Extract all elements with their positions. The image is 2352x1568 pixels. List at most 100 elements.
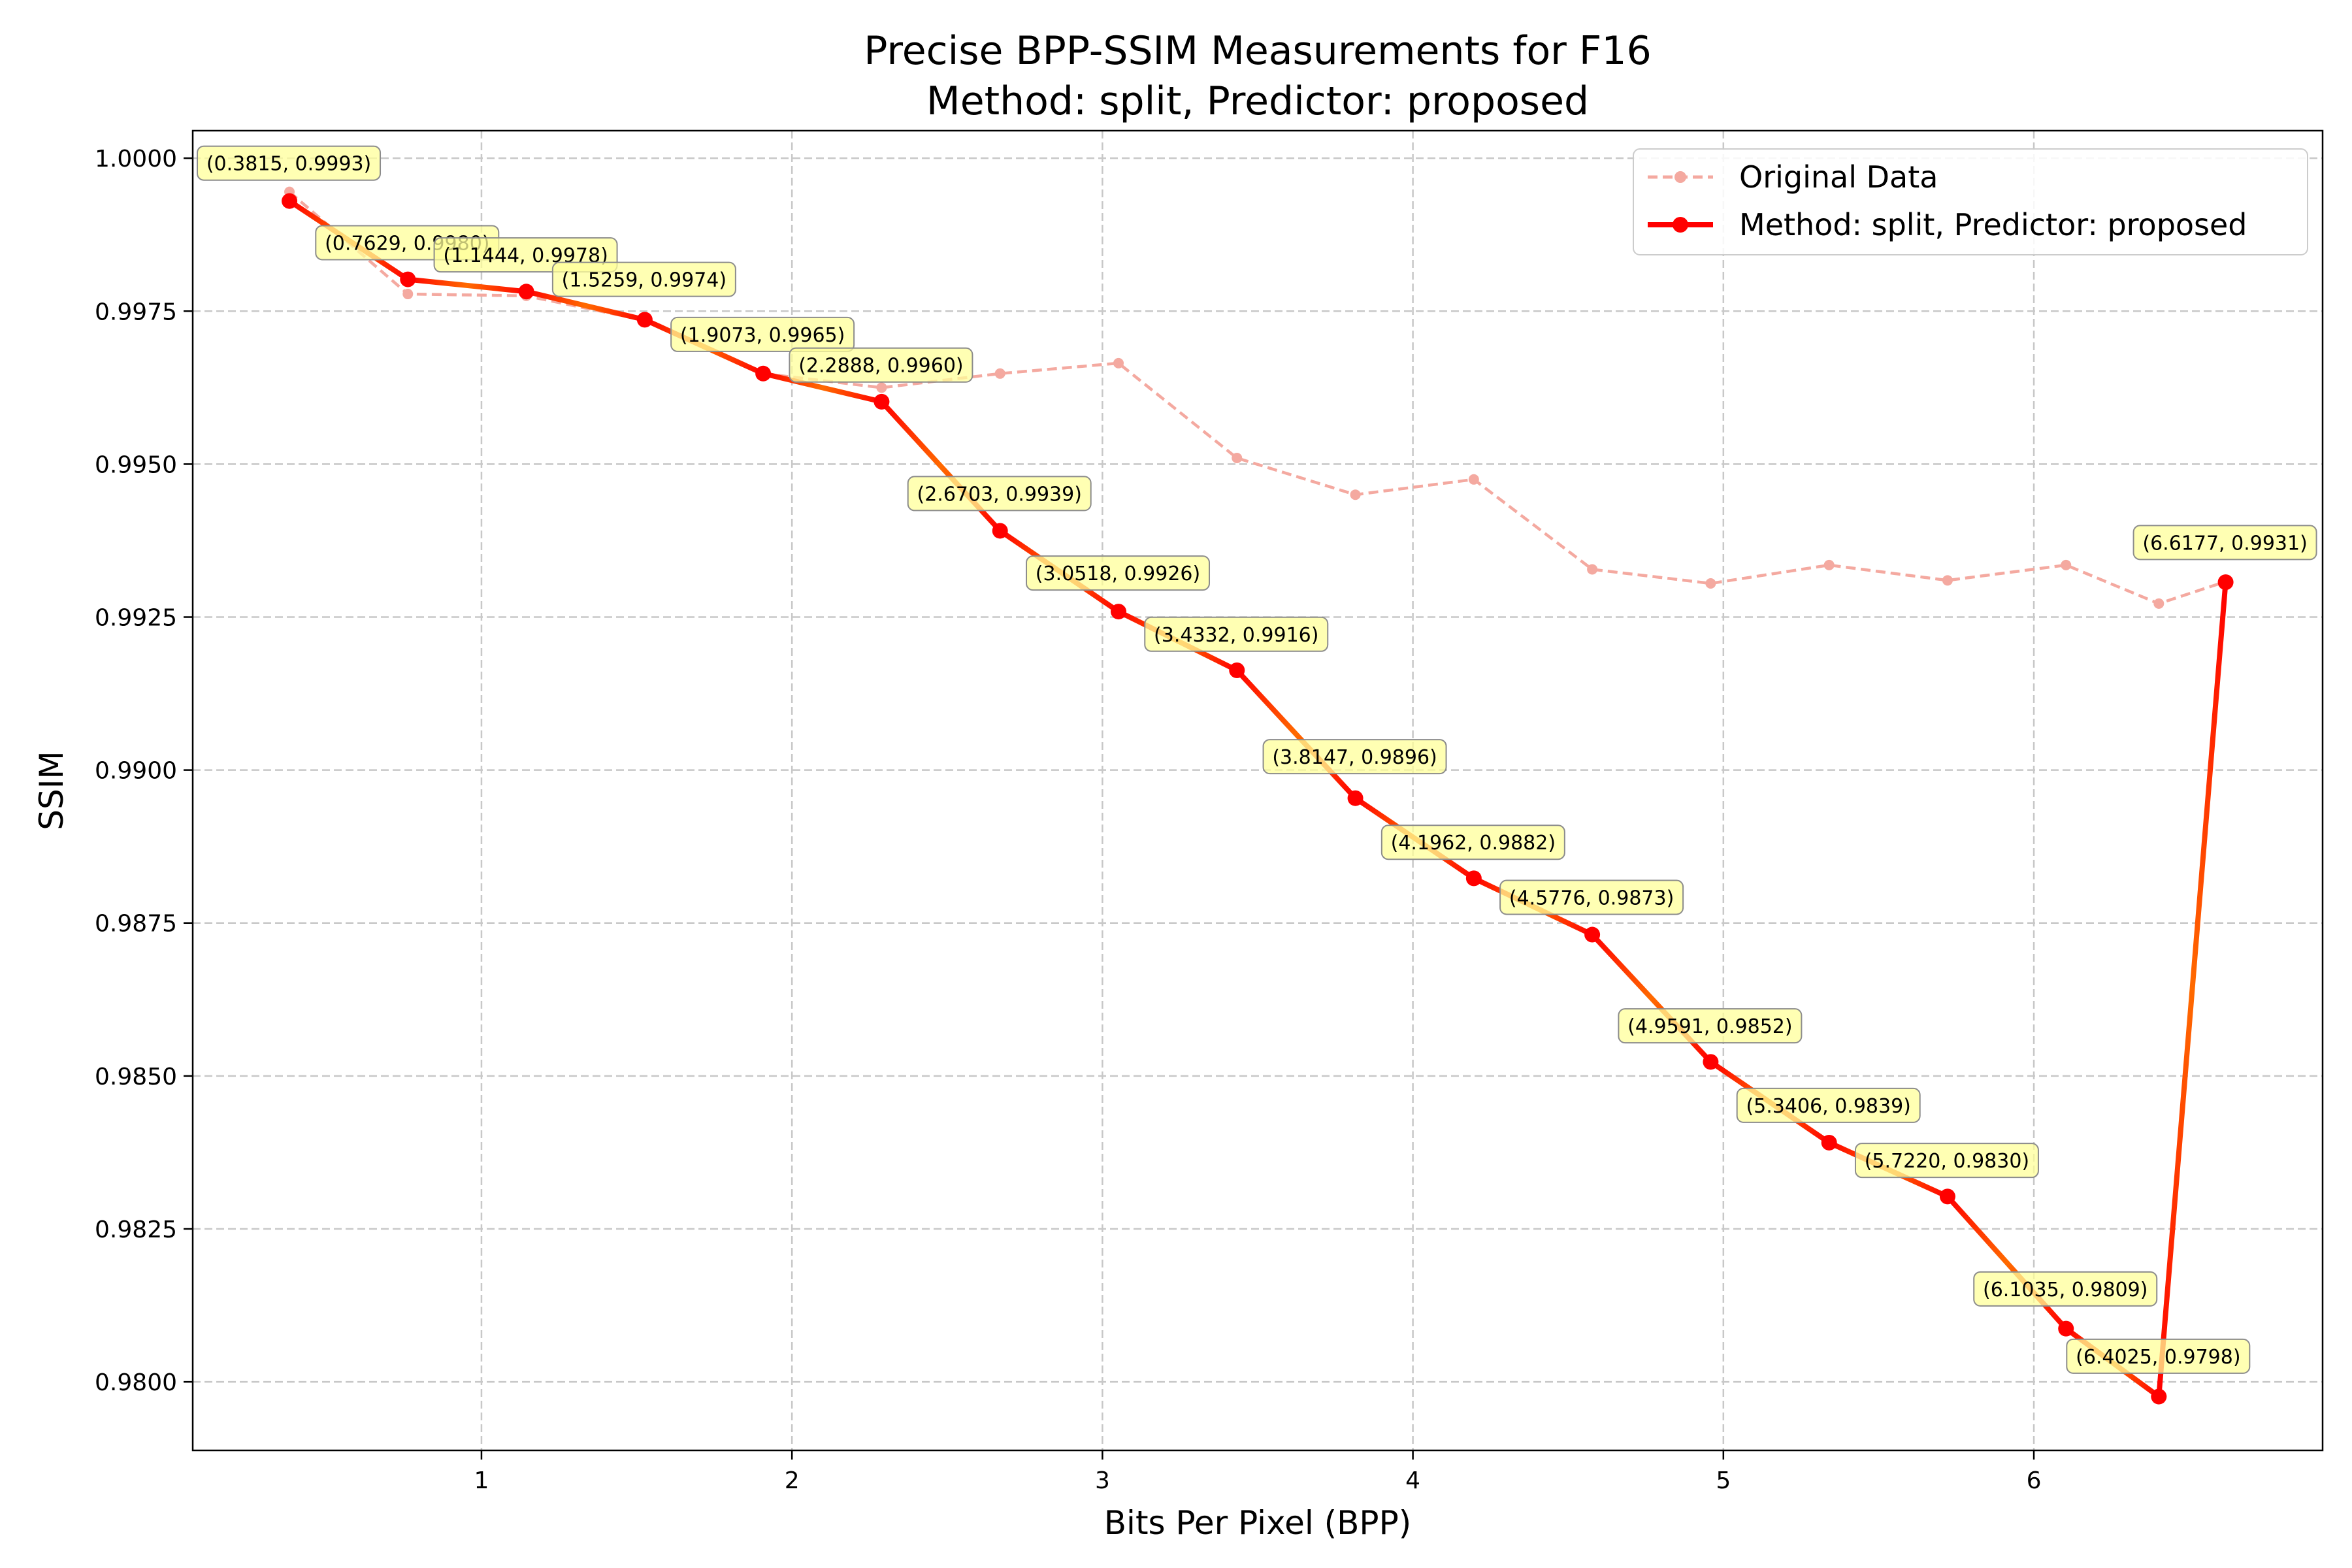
legend-original-marker (1674, 171, 1686, 183)
annotation-box (197, 145, 382, 181)
y-tick-label: 0.9950 (95, 451, 177, 478)
original-data-point (1232, 453, 1243, 464)
original-data-point (1705, 578, 1716, 589)
annotation-box (2132, 525, 2317, 561)
original-data-point (994, 368, 1005, 379)
original-data-line (288, 190, 2227, 606)
annotation-label: (6.6177, 0.9931) (2142, 532, 2307, 555)
method-data-point (282, 193, 298, 209)
annotation-label: (3.8147, 0.9896) (1272, 746, 1437, 769)
x-tick-label: 3 (1095, 1467, 1110, 1494)
original-data-point (2061, 559, 2072, 570)
original-data-point (1468, 474, 1479, 485)
annotation-box (551, 261, 736, 297)
method-line-segment (760, 370, 885, 404)
annotation-box (670, 316, 855, 352)
annotation-box (1618, 1008, 1803, 1044)
annotation-box (907, 476, 1092, 512)
method-data-point (1111, 604, 1127, 620)
original-data-point (1587, 564, 1598, 575)
x-tick-label: 1 (474, 1467, 489, 1494)
legend-original-label: Original Data (1739, 159, 1938, 195)
annotation-box (1736, 1087, 1921, 1123)
method-line-segment (523, 289, 647, 323)
method-line-segment (1234, 667, 1358, 801)
annotation-label: (6.1035, 0.9809) (1983, 1279, 2148, 1301)
y-tick-label: 0.9800 (95, 1369, 177, 1396)
plot-frame (191, 129, 2324, 1452)
grid (193, 131, 2323, 1450)
y-tick-label: 0.9875 (95, 911, 177, 938)
y-tick-label: 1.0000 (95, 146, 177, 172)
method-data-point (1584, 926, 1601, 943)
method-data-point (874, 393, 890, 410)
original-data-point (1823, 559, 1835, 570)
annotation-box (1854, 1143, 2039, 1179)
method-data-point (1465, 870, 1482, 887)
annotation-label: (1.9073, 0.9965) (680, 324, 845, 347)
annotation-label: (2.2888, 0.9960) (798, 355, 963, 378)
annotation-box (1144, 616, 1329, 652)
method-data-point (2151, 1388, 2167, 1405)
annotation-label: (6.4025, 0.9798) (2076, 1346, 2240, 1369)
annotations: (0.3815, 0.9993)(0.7629, 0.9980)(1.1444,… (197, 145, 2317, 1374)
method-data-point (1821, 1134, 1837, 1151)
original-data-point (402, 289, 414, 300)
method-data-point (400, 271, 416, 287)
x-axis-label: Bits Per Pixel (BPP) (1104, 1504, 1411, 1542)
x-axis-ticks: 1 2 3 4 5 6 (474, 1450, 2042, 1494)
original-data-point (2153, 598, 2164, 609)
method-data-point (2058, 1320, 2074, 1337)
legend-method-marker (1673, 217, 1688, 233)
annotation-box (1380, 825, 1565, 860)
annotation-box (789, 347, 973, 383)
y-tick-label: 0.9975 (95, 299, 177, 325)
x-tick-label: 2 (785, 1467, 800, 1494)
method-line-segment (1944, 1194, 2069, 1331)
y-tick-label: 0.9925 (95, 605, 177, 632)
annotation-box (2066, 1338, 2251, 1374)
annotation-label: (2.6703, 0.9939) (917, 483, 1082, 506)
annotation-label: (0.3815, 0.9993) (206, 153, 371, 176)
annotation-label: (4.9591, 0.9852) (1627, 1015, 1792, 1038)
y-tick-label: 0.9900 (95, 758, 177, 785)
method-data-point (2217, 574, 2234, 591)
annotation-label: (1.5259, 0.9974) (562, 269, 727, 292)
legend-method-label: Method: split, Predictor: proposed (1739, 207, 2247, 242)
annotation-box (1262, 739, 1447, 775)
x-tick-label: 5 (1716, 1467, 1731, 1494)
method-data-point (518, 284, 534, 300)
annotation-label: (4.5776, 0.9873) (1509, 887, 1674, 909)
y-axis-ticks: 0.9800 0.9825 0.9850 0.9875 0.9900 0.9925 0.99… (95, 146, 193, 1396)
original-data-point (1942, 575, 1953, 586)
chart-title: Precise BPP-SSIM Measurements for F16 (864, 28, 1652, 74)
annotation-box (1026, 555, 1211, 591)
method-data-point (992, 523, 1008, 539)
annotation-label: (4.1962, 0.9882) (1391, 832, 1556, 855)
chart-subtitle: Method: split, Predictor: proposed (926, 78, 1589, 124)
y-axis-label: SSIM (33, 751, 71, 830)
original-data-point (1113, 357, 1124, 368)
method-data-point (1347, 790, 1364, 806)
x-tick-label: 6 (2027, 1467, 2042, 1494)
original-data-point (876, 382, 887, 393)
original-data-point (1350, 489, 1361, 500)
method-data-point (755, 365, 772, 382)
method-line-segment (405, 276, 529, 295)
annotation-box (1499, 879, 1684, 915)
y-tick-label: 0.9825 (95, 1217, 177, 1243)
legend: Original Data Method: split, Predictor: … (1633, 148, 2308, 255)
annotation-label: (5.7220, 0.9830) (1865, 1150, 2029, 1173)
method-line-segment (2156, 580, 2229, 1399)
method-data-point (1939, 1188, 1955, 1205)
legend-box (1633, 148, 2308, 255)
annotation-label: (5.3406, 0.9839) (1746, 1095, 1910, 1118)
annotation-box (1973, 1271, 2158, 1307)
y-tick-label: 0.9850 (95, 1064, 177, 1090)
method-data-point (1229, 662, 1245, 678)
x-tick-label: 4 (1405, 1467, 1420, 1494)
annotation-label: (3.4332, 0.9916) (1154, 624, 1318, 647)
method-data-point (636, 312, 653, 328)
